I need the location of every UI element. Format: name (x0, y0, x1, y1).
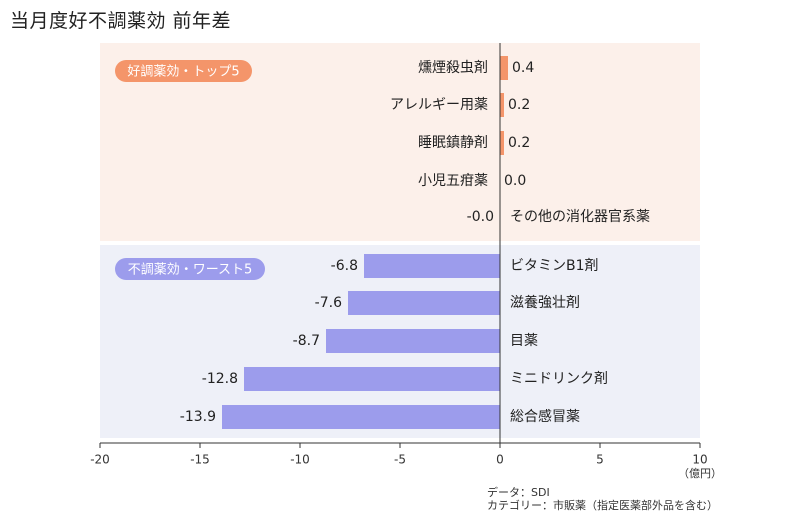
category-label: 総合感冒薬 (510, 408, 580, 425)
category-label: 燻煙殺虫剤 (418, 60, 488, 76)
chart-title: 当月度好不調薬効 前年差 (10, 10, 232, 32)
data-label: -6.8 (331, 258, 358, 274)
x-tick-label: -5 (394, 453, 406, 467)
x-tick-label: 0 (496, 453, 504, 467)
top5-badge-label: 好調薬効・トップ5 (127, 65, 239, 80)
category-label: 睡眠鎮静剤 (418, 135, 488, 151)
category-label: 滋養強壮剤 (510, 294, 580, 311)
bar (364, 254, 500, 278)
bar (244, 367, 500, 391)
source-note: データ：SDI (487, 486, 550, 499)
category-label: ビタミンB1剤 (510, 258, 599, 274)
bar (326, 329, 500, 353)
data-label: -7.6 (315, 295, 342, 311)
category-label: ミニドリンク剤 (510, 371, 608, 387)
category-label: アレルギー用薬 (390, 97, 488, 113)
data-label: 0.2 (508, 135, 530, 151)
bar (222, 405, 500, 429)
worst5-badge-label: 不調薬効・ワースト5 (128, 263, 253, 278)
bar (500, 131, 504, 155)
data-label: -12.8 (202, 371, 238, 387)
category-label: 小児五疳薬 (418, 173, 488, 189)
x-tick-label: -20 (90, 453, 110, 467)
bar (348, 291, 500, 315)
category-label: 目薬 (510, 333, 538, 349)
x-tick-label: 10 (692, 453, 707, 467)
top5-badge (115, 60, 252, 82)
bar (500, 93, 504, 117)
x-tick-label: 5 (596, 453, 604, 467)
data-label: 0.2 (508, 97, 530, 113)
unit-label: （億円） (678, 467, 722, 480)
data-label: -8.7 (293, 333, 320, 349)
x-tick-label: -15 (190, 453, 210, 467)
data-label: -13.9 (180, 409, 216, 425)
category-label: その他の消化器官系薬 (510, 209, 650, 225)
x-tick-label: -10 (290, 453, 310, 467)
data-label: 0.4 (512, 60, 534, 76)
category-note: カテゴリー：市販薬（指定医薬部外品を含む） (487, 499, 718, 512)
data-label: -0.0 (467, 209, 494, 225)
bar (500, 56, 508, 80)
worst5-badge (115, 258, 265, 280)
data-label: 0.0 (504, 173, 526, 189)
